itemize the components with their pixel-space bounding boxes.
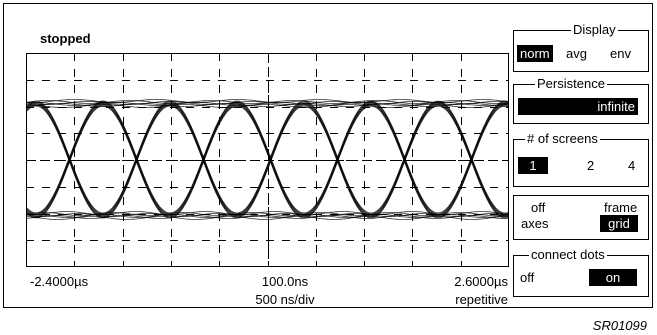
eye-diagram-plot [26,53,509,267]
waveform-trace-high [26,100,509,104]
figure-id: SR01099 [592,318,647,333]
waveform-trace-high [26,99,509,103]
waveform-traces [26,99,509,220]
waveform-trace-low [26,215,509,219]
waveform-trace-low [26,216,509,220]
display-panel-title: Display [571,22,618,37]
waveform-trace-fall [26,100,509,214]
waveform-display [26,53,509,267]
persistence-panel-title: Persistence [535,76,607,91]
waveform-trace-fall [26,102,509,216]
persistence-panel: Persistence infinite [513,76,649,124]
acquisition-mode-label: repetitive [455,292,508,307]
waveform-trace-fall [26,104,509,218]
acquisition-status: stopped [40,31,91,46]
connect-dots-off-option[interactable]: off [520,270,535,285]
display-norm-option[interactable]: norm [517,45,553,62]
time-center-label: 100.0ns [261,274,309,289]
waveform-trace-fall [26,101,509,215]
waveform-trace-rise [26,101,509,215]
connect-dots-panel: connect dots off on [513,247,649,297]
grid-panel: off axes frame grid [513,190,649,240]
grid-off-option[interactable]: off [531,200,546,215]
waveform-trace-high [26,104,509,108]
waveform-trace-high [26,103,509,107]
time-right-label: 2.6000µs [454,274,508,289]
grid-frame-option[interactable]: frame [604,200,638,215]
waveform-trace-rise [26,102,509,216]
oscilloscope-screen-frame [3,3,653,308]
waveform-trace-fall [26,103,509,217]
waveform-trace-rise [26,103,509,217]
display-avg-option[interactable]: avg [566,46,587,61]
waveform-trace-fall [26,105,509,219]
waveform-trace-rise [26,100,509,214]
grid-grid-option[interactable]: grid [600,215,638,232]
waveform-trace-high [26,102,509,106]
screens-1-option[interactable]: 1 [518,157,548,174]
time-left-label: -2.4000µs [30,274,89,289]
persistence-value[interactable]: infinite [518,98,638,115]
connect-dots-on-option[interactable]: on [589,269,637,286]
screens-panel-title: # of screens [525,131,600,146]
display-panel: Display norm avg env [513,22,649,72]
waveform-trace-low [26,212,509,216]
screens-2-option[interactable]: 2 [587,158,595,173]
waveform-trace-rise [26,105,509,219]
grid-axes-option[interactable]: axes [521,216,549,231]
graticule-gridlines [26,53,509,267]
waveform-trace-low [26,214,509,218]
screens-panel: # of screens 1 2 4 [513,131,649,187]
connect-dots-panel-title: connect dots [529,247,607,262]
screens-4-option[interactable]: 4 [628,158,636,173]
time-scale-label: 500 ns/div [255,292,315,307]
waveform-trace-low [26,211,509,215]
display-env-option[interactable]: env [610,46,631,61]
